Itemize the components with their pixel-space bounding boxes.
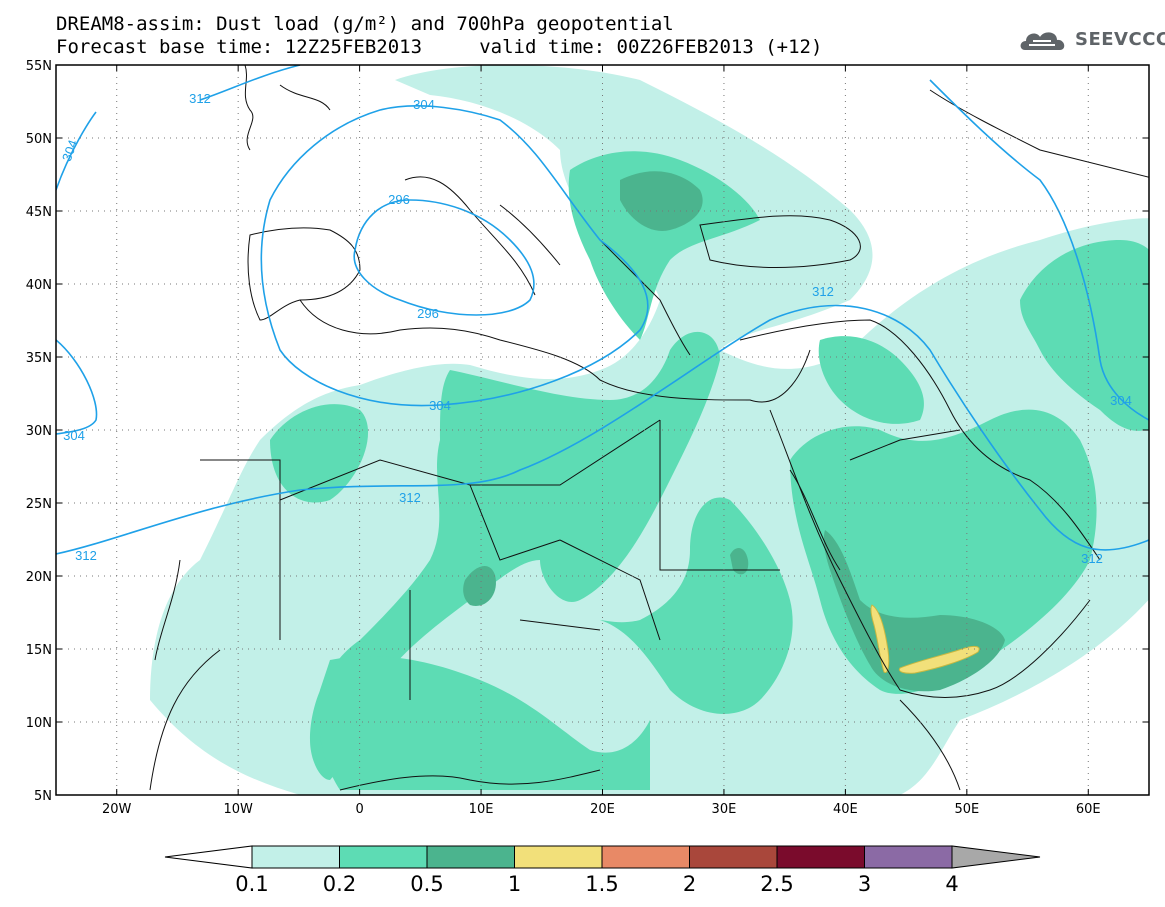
- lat-tick-label: 30N: [26, 424, 52, 439]
- lon-tick-label: 20E: [590, 802, 615, 817]
- colorbar-segment: [339, 845, 428, 869]
- lon-tick-label: 30E: [712, 802, 737, 817]
- lon-tick-label: 0: [355, 802, 363, 817]
- lat-tick-label: 55N: [26, 59, 52, 74]
- contour-label: 304: [63, 428, 85, 443]
- dust-load-field: [150, 65, 1149, 795]
- contour-label: 312: [399, 490, 421, 505]
- colorbar-label: 2.5: [760, 872, 794, 896]
- axis-ticks: 20W 10W 0 10E 20E 30E 40E 50E 60E 55N 50N 45N 40N 35N…: [26, 59, 1149, 817]
- map-title: DREAM8-assim: Dust load (g/m²) and 700hP…: [56, 13, 674, 35]
- colorbar-label: 2: [682, 872, 697, 896]
- lat-tick-label: 10N: [26, 716, 52, 731]
- lon-tick-label: 10W: [223, 802, 253, 817]
- contour-label: 312: [189, 91, 211, 106]
- colorbar-label: 0.1: [235, 872, 269, 896]
- lon-tick-label: 50E: [954, 802, 979, 817]
- logo-text: SEEVCCC: [1075, 29, 1165, 50]
- contour-label: 296: [388, 192, 410, 207]
- colorbar: [164, 845, 1041, 869]
- lat-tick-label: 25N: [26, 497, 52, 512]
- lat-tick-label: 40N: [26, 278, 52, 293]
- lat-tick-label: 15N: [26, 643, 52, 658]
- lon-tick-label: 20W: [102, 802, 132, 817]
- coastlines: [149, 65, 1149, 791]
- contour-labels: 312 304 304 296 296 312 304 312 304 312 …: [59, 91, 1132, 566]
- lon-tick-label: 10E: [469, 802, 494, 817]
- contour-label: 296: [417, 306, 439, 321]
- colorbar-label: 0.2: [322, 872, 357, 896]
- colorbar-high-arrow: [951, 845, 1041, 869]
- colorbar-segment: [776, 845, 865, 869]
- lat-tick-label: 35N: [26, 351, 52, 366]
- lat-tick-label: 5N: [34, 789, 52, 804]
- colorbar-segment: [864, 845, 953, 869]
- contour-label: 304: [59, 138, 81, 164]
- colorbar-label: 1.5: [585, 872, 619, 896]
- lat-lon-grid: [56, 65, 1149, 795]
- contour-label: 304: [413, 97, 435, 112]
- colorbar-segment: [601, 845, 690, 869]
- contour-label: 312: [75, 548, 97, 563]
- contour-label: 312: [812, 284, 834, 299]
- seevccc-logo: SEEVCCC: [1017, 24, 1165, 54]
- geopotential-contours: [56, 65, 1149, 555]
- colorbar-label: 0.5: [410, 872, 444, 896]
- colorbar-segment: [251, 845, 340, 869]
- contour-label: 304: [1110, 393, 1132, 408]
- lon-tick-label: 60E: [1076, 802, 1101, 817]
- colorbar-segment: [426, 845, 515, 869]
- colorbar-label: 4: [945, 872, 959, 896]
- dust-level-high: [870, 604, 980, 674]
- colorbar-segment: [689, 845, 778, 869]
- lon-tick-label: 40E: [833, 802, 858, 817]
- lat-tick-label: 45N: [26, 205, 52, 220]
- lat-tick-label: 50N: [26, 132, 52, 147]
- lat-tick-label: 20N: [26, 570, 52, 585]
- contour-label: 312: [1081, 551, 1103, 566]
- contour-label: 304: [429, 398, 451, 413]
- colorbar-low-arrow: [164, 845, 253, 869]
- forecast-time-line: Forecast base time: 12Z25FEB2013 valid t…: [56, 36, 823, 58]
- cloud-icon: [1020, 32, 1065, 50]
- colorbar-label: 3: [857, 872, 872, 896]
- colorbar-segment: [514, 845, 603, 869]
- colorbar-label: 1: [507, 872, 522, 896]
